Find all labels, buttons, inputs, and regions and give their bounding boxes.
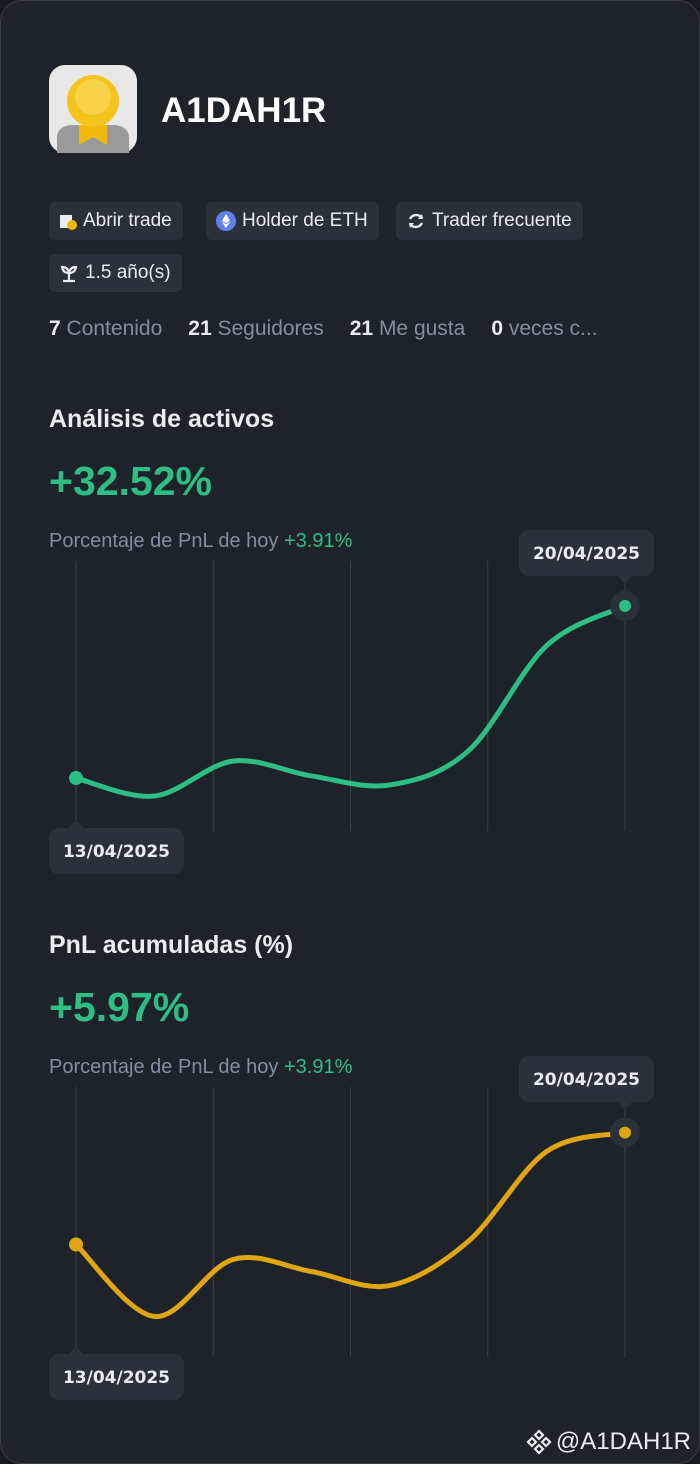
user-name: A1DAH1R (161, 91, 327, 130)
bubble-pointer (69, 1346, 83, 1354)
headline-value: +32.52% (49, 458, 212, 504)
stats-row: 7 Contenido 21 Seguidores 21 Me gusta 0 … (49, 317, 624, 341)
stat-label: Me gusta (378, 317, 466, 340)
section-title: Análisis de activos (49, 405, 275, 433)
stat-label: Seguidores (217, 317, 324, 340)
subtitle: Porcentaje de PnL de hoy +3.91% (49, 1056, 352, 1079)
subtitle-value: +3.91% (284, 530, 353, 552)
stat-value: 7 (49, 317, 61, 340)
subtitle-text: Porcentaje de PnL de hoy (49, 1056, 279, 1078)
badge: Abrir trade (49, 202, 183, 240)
date-bubble (49, 1354, 184, 1400)
stat-value: 0 (491, 317, 504, 340)
badge: 1.5 año(s) (49, 254, 182, 292)
watermark-text: @A1DAH1R (555, 1428, 691, 1455)
date-label: 20/04/2025 (533, 544, 640, 564)
line (73, 603, 628, 799)
badge-label: Holder de ETH (242, 210, 368, 231)
badge-label: Abrir trade (83, 210, 172, 231)
subtitle-value: +3.91% (284, 1056, 353, 1078)
date-bubble (49, 828, 184, 874)
end-point (619, 599, 631, 612)
stat-label: Contenido (66, 317, 163, 340)
headline-value: +5.97% (49, 984, 190, 1030)
stat: 21 Seguidores (188, 317, 323, 341)
date-bubble (519, 1056, 654, 1102)
subtitle-text: Porcentaje de PnL de hoy (49, 530, 279, 552)
avatar (49, 65, 137, 153)
stat: 0 veces c... (491, 317, 597, 341)
line (73, 1130, 628, 1319)
stat-value: 21 (188, 317, 212, 340)
watermark: @A1DAH1R (526, 1428, 691, 1456)
start-point (69, 771, 83, 786)
bubble-pointer (618, 576, 632, 584)
section-title: PnL acumuladas (%) (49, 931, 294, 959)
badge: Holder de ETH (206, 202, 379, 240)
bubble-pointer (69, 820, 83, 828)
subtitle: Porcentaje de PnL de hoy +3.91% (49, 530, 352, 553)
date-label: 20/04/2025 (533, 1070, 640, 1090)
start-point (69, 1237, 83, 1252)
end-point (619, 1126, 631, 1139)
badge-label: 1.5 año(s) (85, 262, 171, 283)
date-label: 13/04/2025 (63, 1368, 170, 1388)
stat-label: veces c... (508, 317, 598, 340)
stat-value: 21 (349, 317, 374, 340)
stat: 21 Me gusta (350, 317, 466, 341)
badge-label: Trader frecuente (432, 210, 572, 231)
stat: 7 Contenido (49, 317, 162, 341)
date-bubble (519, 530, 654, 576)
date-label: 13/04/2025 (63, 842, 170, 862)
badge: Trader frecuente (396, 202, 583, 240)
bubble-pointer (618, 1102, 632, 1110)
